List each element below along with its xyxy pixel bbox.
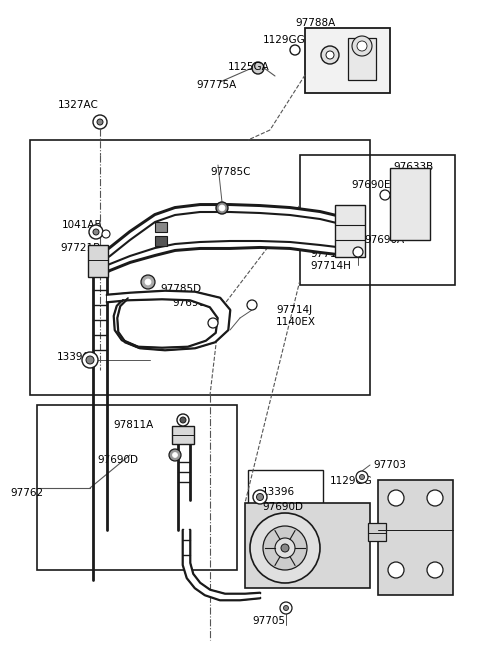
Text: 1129GG: 1129GG <box>263 35 306 45</box>
Text: 97812A: 97812A <box>172 238 212 248</box>
Circle shape <box>177 414 189 426</box>
Bar <box>172 426 194 444</box>
Circle shape <box>97 119 103 125</box>
Circle shape <box>321 46 339 64</box>
Bar <box>248 470 323 530</box>
Circle shape <box>353 247 363 257</box>
Polygon shape <box>183 530 260 600</box>
Circle shape <box>219 205 225 211</box>
Circle shape <box>352 36 372 56</box>
Circle shape <box>247 300 257 310</box>
Bar <box>30 140 370 395</box>
Polygon shape <box>107 291 230 350</box>
Circle shape <box>216 202 228 214</box>
Circle shape <box>284 605 288 611</box>
Circle shape <box>93 229 99 235</box>
Text: 97811A: 97811A <box>113 420 153 430</box>
Circle shape <box>263 526 307 570</box>
Bar <box>305 28 390 93</box>
Circle shape <box>169 449 181 461</box>
Text: 97690E: 97690E <box>351 180 391 190</box>
Text: 97775A: 97775A <box>196 80 236 90</box>
Circle shape <box>82 352 98 368</box>
Text: 97714M: 97714M <box>310 249 352 259</box>
Circle shape <box>388 562 404 578</box>
Circle shape <box>145 279 151 285</box>
Circle shape <box>172 452 178 458</box>
Bar <box>300 155 455 285</box>
Text: 1125GA: 1125GA <box>228 62 270 72</box>
Bar <box>390 168 430 240</box>
Circle shape <box>388 490 404 506</box>
Circle shape <box>102 230 110 238</box>
Text: 97811C: 97811C <box>172 226 213 236</box>
Text: 97721B: 97721B <box>60 243 100 253</box>
Circle shape <box>427 490 443 506</box>
Polygon shape <box>100 212 345 268</box>
Circle shape <box>360 475 364 480</box>
Text: 97690D: 97690D <box>97 455 138 465</box>
Text: 97785D: 97785D <box>160 284 201 294</box>
Circle shape <box>86 356 94 364</box>
Bar <box>155 222 167 232</box>
Text: 97714H: 97714H <box>310 261 351 271</box>
Text: 97785C: 97785C <box>210 167 251 177</box>
Text: 97788A: 97788A <box>295 18 335 28</box>
Bar <box>335 205 365 257</box>
Circle shape <box>208 318 218 328</box>
Circle shape <box>326 51 334 59</box>
Bar <box>155 236 167 246</box>
Circle shape <box>427 562 443 578</box>
Text: 97714J: 97714J <box>276 305 312 315</box>
Circle shape <box>89 225 103 239</box>
Text: 1140EX: 1140EX <box>276 317 316 327</box>
Text: 1041AB: 1041AB <box>62 220 103 230</box>
Bar <box>368 523 386 541</box>
Bar <box>37 405 237 570</box>
Bar <box>378 480 453 595</box>
Circle shape <box>252 62 264 74</box>
Text: 97762: 97762 <box>10 488 43 498</box>
Circle shape <box>93 115 107 129</box>
Circle shape <box>380 190 390 200</box>
Polygon shape <box>100 205 345 262</box>
Text: 97690A: 97690A <box>364 235 404 245</box>
Circle shape <box>250 513 320 583</box>
Text: 97703: 97703 <box>373 460 406 470</box>
Circle shape <box>256 493 264 501</box>
Circle shape <box>180 417 186 423</box>
Polygon shape <box>100 241 345 275</box>
Bar <box>88 245 108 277</box>
Circle shape <box>253 490 267 504</box>
Text: 1327AC: 1327AC <box>58 100 99 110</box>
Circle shape <box>357 41 367 51</box>
Circle shape <box>356 471 368 483</box>
Text: 13396: 13396 <box>262 487 295 497</box>
Bar <box>245 503 370 588</box>
Circle shape <box>281 544 289 552</box>
Circle shape <box>280 602 292 614</box>
Bar <box>348 38 376 80</box>
Text: 97690F: 97690F <box>172 298 211 308</box>
Text: 97690D: 97690D <box>262 502 303 512</box>
Text: 97705: 97705 <box>252 616 285 626</box>
Circle shape <box>290 45 300 55</box>
Text: 97633B: 97633B <box>393 162 433 172</box>
Circle shape <box>275 538 295 558</box>
Circle shape <box>141 275 155 289</box>
Text: 13396: 13396 <box>57 352 90 362</box>
Text: 1129GG: 1129GG <box>330 476 373 486</box>
